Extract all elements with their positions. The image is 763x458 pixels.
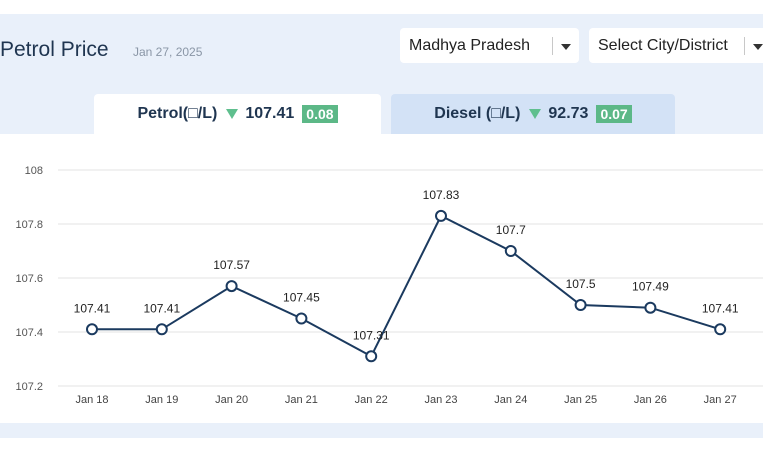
tab-diesel-price: 92.73: [548, 105, 589, 122]
x-tick-label: Jan 23: [424, 394, 457, 406]
data-point: [435, 209, 447, 222]
x-tick-label: Jan 20: [215, 394, 248, 406]
x-tick-label: Jan 22: [355, 394, 388, 406]
data-label: 107.41: [143, 301, 180, 315]
page-title: Petrol Price: [0, 38, 109, 61]
tab-diesel[interactable]: Diesel (□/L) 92.73 0.07: [391, 94, 675, 134]
tab-diesel-label: Diesel (□/L): [434, 105, 521, 122]
state-select-value: Madhya Pradesh: [409, 37, 530, 54]
x-tick-label: Jan 21: [285, 394, 318, 406]
city-select[interactable]: Select City/District: [589, 28, 763, 63]
x-tick-label: Jan 26: [634, 394, 667, 406]
city-select-value: Select City/District: [598, 37, 728, 54]
data-point: [365, 350, 378, 363]
y-tick-label: 107.8: [15, 219, 43, 231]
down-arrow-icon: [529, 109, 542, 119]
x-tick-label: Jan 24: [494, 394, 527, 406]
data-point: [574, 299, 587, 311]
x-tick-label: Jan 19: [145, 394, 178, 406]
state-select[interactable]: Madhya Pradesh: [400, 28, 579, 63]
y-tick-label: 108: [25, 165, 43, 177]
y-tick-label: 107.6: [15, 273, 43, 285]
data-point: [714, 323, 727, 336]
tab-petrol-price: 107.41: [245, 105, 295, 122]
x-tick-label: Jan 27: [704, 394, 737, 406]
data-label: 107.83: [423, 188, 460, 202]
line-chart: 107.2 107.4 107.6 107.8 108 Jan 18 Jan 19 Jan 2…: [15, 165, 763, 406]
select-divider: [744, 37, 745, 55]
chevron-down-icon[interactable]: [753, 44, 763, 50]
diesel-change-badge: 0.07: [596, 105, 632, 123]
x-tick-label: Jan 18: [75, 394, 108, 406]
select-divider: [552, 37, 553, 55]
tab-petrol-label: Petrol(□/L): [137, 105, 218, 122]
down-arrow-icon: [226, 109, 239, 119]
data-label: 107.5: [566, 277, 596, 291]
y-tick-label: 107.4: [15, 327, 43, 339]
data-label: 107.57: [213, 258, 250, 272]
tab-petrol[interactable]: Petrol(□/L) 107.41 0.08: [94, 94, 381, 134]
y-tick-label: 107.2: [15, 381, 43, 393]
chevron-down-icon[interactable]: [561, 44, 571, 50]
data-label: 107.7: [496, 223, 526, 237]
data-point: [644, 301, 657, 314]
data-point: [86, 323, 98, 336]
data-label: 107.49: [632, 280, 669, 294]
data-point: [504, 245, 517, 257]
price-date: Jan 27, 2025: [133, 45, 203, 59]
data-point: [225, 280, 238, 293]
x-tick-label: Jan 25: [564, 394, 597, 406]
data-label: 107.41: [702, 301, 739, 315]
data-point: [155, 323, 168, 336]
petrol-change-badge: 0.08: [302, 105, 338, 123]
data-label: 107.45: [283, 291, 320, 305]
data-label: 107.31: [353, 328, 390, 342]
series-line: [92, 214, 721, 358]
data-point: [295, 312, 308, 325]
data-label: 107.41: [74, 301, 111, 315]
